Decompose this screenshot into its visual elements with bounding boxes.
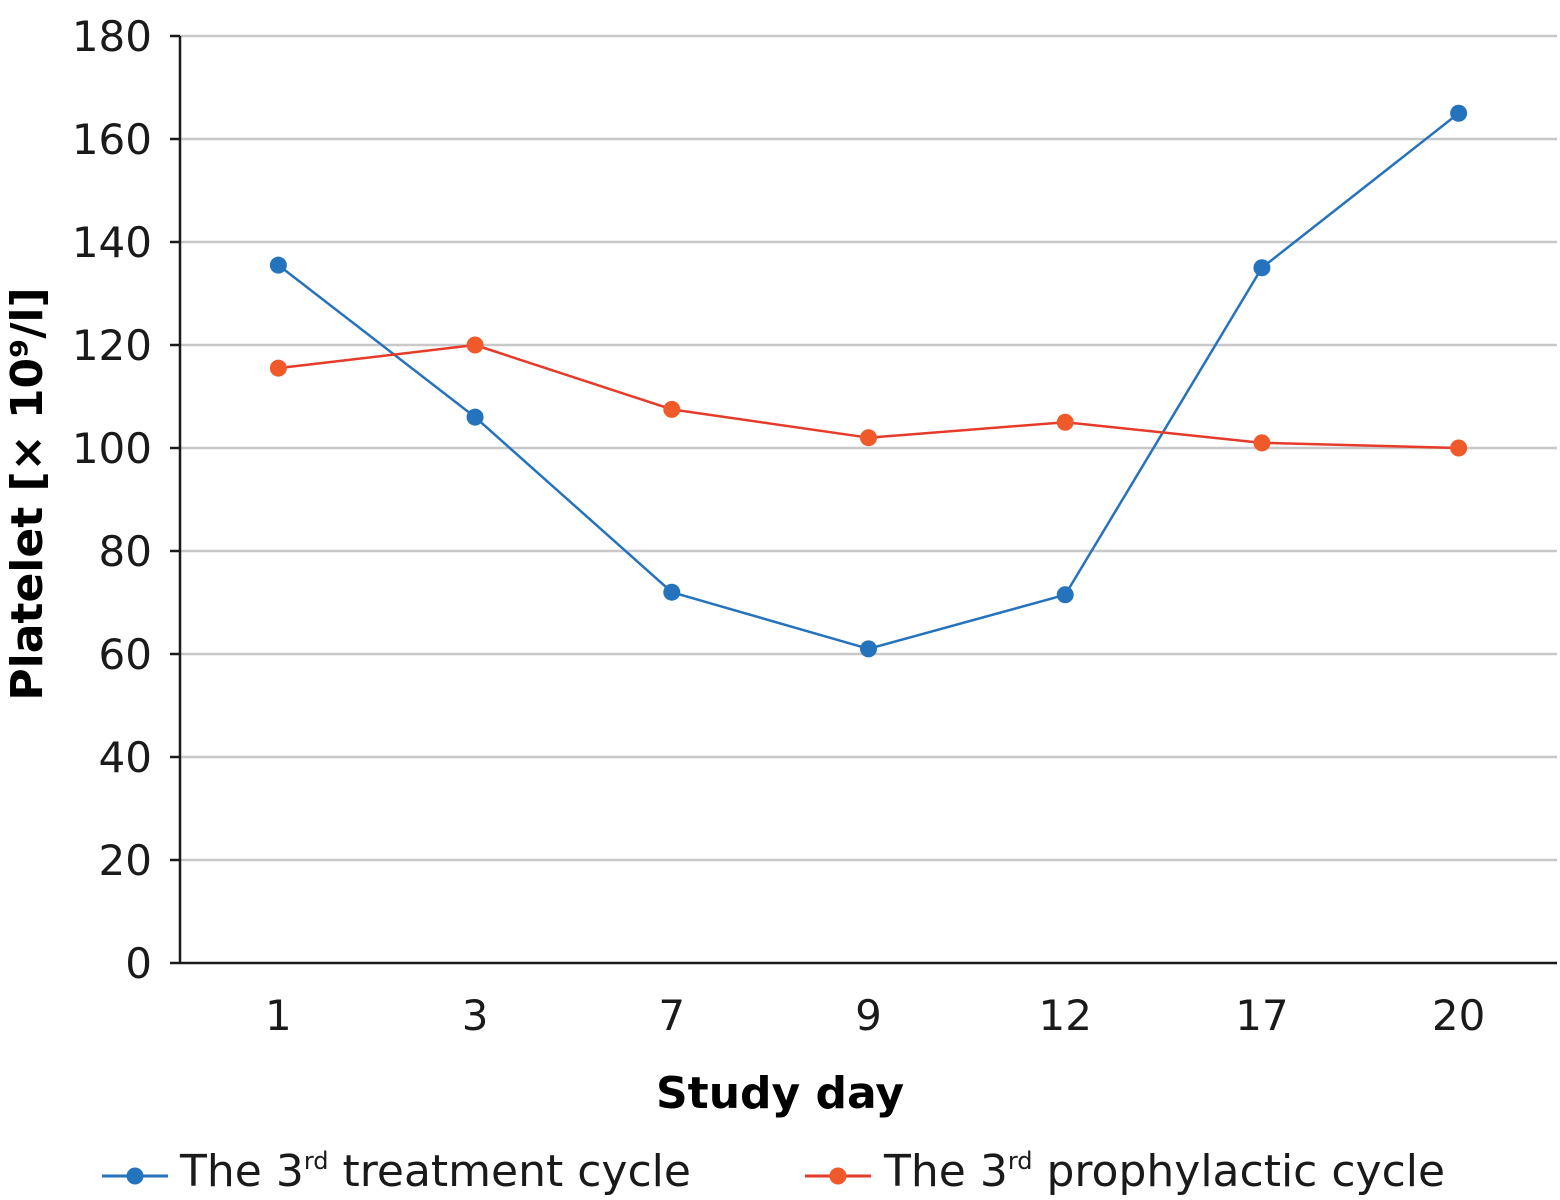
- series-line-treatment: [277, 112, 1460, 651]
- y-axis-title: Platelet [× 10⁹/l]: [2, 287, 53, 700]
- y-tick-label-80: 80: [99, 527, 152, 576]
- y-tick-label-40: 40: [99, 733, 152, 782]
- y-tick-label-60: 60: [99, 630, 152, 679]
- y-tick-label-140: 140: [72, 218, 152, 267]
- data-point-prophylactic-day-9: [860, 429, 877, 447]
- data-point-treatment-day-3: [466, 408, 484, 426]
- x-tick-label-20: 20: [1432, 991, 1485, 1040]
- x-tick-label-12: 12: [1038, 991, 1091, 1040]
- axes: [170, 34, 1557, 965]
- data-point-treatment-day-17: [1253, 259, 1271, 277]
- legend-label-prophylactic: The 3rd prophylactic cycle: [883, 1146, 1445, 1197]
- legend-marker-treatment: [126, 1167, 144, 1185]
- y-tick-label-20: 20: [99, 836, 152, 885]
- data-point-prophylactic-day-7: [663, 400, 681, 418]
- x-axis-title: Study day: [656, 1068, 904, 1119]
- data-point-treatment-day-9: [860, 640, 877, 658]
- x-tick-label-7: 7: [658, 991, 685, 1040]
- legend-item-treatment: The 3rd treatment cycle: [102, 1146, 691, 1197]
- data-point-prophylactic-day-17: [1253, 434, 1271, 452]
- legend: The 3rd treatment cycle The 3rd prophyla…: [102, 1146, 1445, 1197]
- data-point-prophylactic-day-20: [1450, 439, 1468, 457]
- x-tick-label-3: 3: [462, 991, 489, 1040]
- x-tick-label-9: 9: [855, 991, 882, 1040]
- legend-marker-prophylactic: [829, 1167, 847, 1185]
- y-tick-label-160: 160: [72, 115, 152, 164]
- x-tick-label-1: 1: [265, 991, 292, 1040]
- data-point-treatment-day-20: [1450, 104, 1468, 122]
- x-tick-label-17: 17: [1235, 991, 1288, 1040]
- y-tick-label-100: 100: [72, 424, 152, 473]
- y-tick-label-120: 120: [72, 321, 152, 370]
- data-point-treatment-day-12: [1056, 586, 1074, 604]
- series-prophylactic: [269, 336, 1468, 457]
- data-point-prophylactic-day-1: [269, 359, 287, 377]
- y-tick-labels: 0 20 40 60 80 100 120 140 160 180: [72, 12, 152, 988]
- series-treatment: [269, 104, 1468, 658]
- data-point-treatment-day-7: [663, 583, 681, 601]
- data-point-prophylactic-day-12: [1056, 413, 1074, 431]
- x-tick-labels: 1 3 7 9 12 17 20: [265, 991, 1485, 1040]
- data-point-prophylactic-day-3: [466, 336, 484, 354]
- legend-label-treatment: The 3rd treatment cycle: [179, 1146, 691, 1197]
- data-point-treatment-day-1: [269, 256, 287, 274]
- y-tick-label-0: 0: [125, 939, 152, 988]
- grid-lines: [180, 34, 1557, 862]
- y-tick-label-180: 180: [72, 12, 152, 61]
- legend-item-prophylactic: The 3rd prophylactic cycle: [805, 1146, 1445, 1197]
- series-lines: [269, 104, 1468, 658]
